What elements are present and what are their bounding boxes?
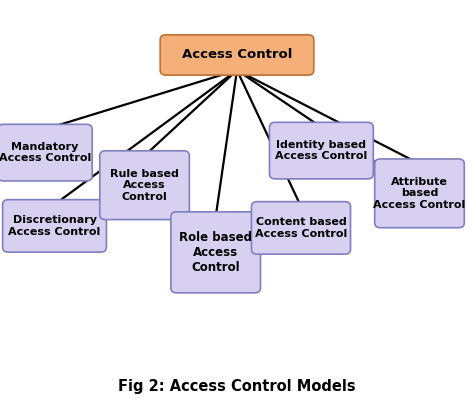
FancyBboxPatch shape [251,202,350,254]
Text: Identity based
Access Control: Identity based Access Control [275,140,367,162]
FancyBboxPatch shape [100,151,189,220]
Text: Access Control: Access Control [182,48,292,61]
Text: Fig 2: Access Control Models: Fig 2: Access Control Models [118,379,356,394]
Text: Attribute
based
Access Control: Attribute based Access Control [374,177,465,210]
Text: Discretionary
Access Control: Discretionary Access Control [9,215,100,237]
FancyBboxPatch shape [171,212,261,293]
Text: Content based
Access Control: Content based Access Control [255,217,347,239]
Text: Mandatory
Access Control: Mandatory Access Control [0,142,91,164]
FancyBboxPatch shape [269,122,373,179]
FancyBboxPatch shape [160,35,314,75]
FancyBboxPatch shape [374,159,464,228]
Text: Rule based
Access
Control: Rule based Access Control [110,168,179,202]
FancyBboxPatch shape [0,125,92,181]
FancyBboxPatch shape [3,199,106,252]
Text: Role based
Access
Control: Role based Access Control [179,231,252,274]
